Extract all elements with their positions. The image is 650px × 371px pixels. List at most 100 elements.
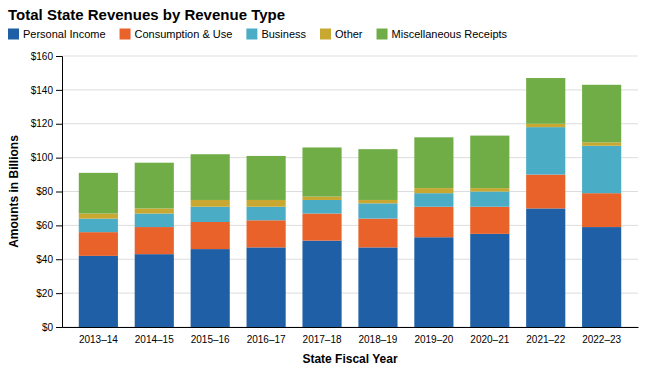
bar xyxy=(302,197,341,200)
tick-label: 2022–23 xyxy=(582,334,621,345)
bar xyxy=(135,254,174,327)
series xyxy=(79,124,621,219)
tick-label: 2018–19 xyxy=(358,334,397,345)
bar xyxy=(191,222,230,249)
tick-label: 2013–14 xyxy=(79,334,118,345)
tick-mark xyxy=(56,124,62,125)
bar xyxy=(414,193,453,207)
tick-label: 2015–16 xyxy=(191,334,230,345)
bar xyxy=(79,219,118,233)
bar xyxy=(302,200,341,214)
legend-label: Personal Income xyxy=(23,28,106,40)
tick-mark xyxy=(56,225,62,226)
bar xyxy=(470,136,509,189)
bar xyxy=(135,227,174,254)
bar xyxy=(247,247,286,327)
bar xyxy=(526,127,565,174)
bar xyxy=(582,193,621,227)
legend-label: Miscellaneous Receipts xyxy=(392,28,508,40)
bar xyxy=(247,156,286,200)
bar xyxy=(358,219,397,248)
grid xyxy=(62,56,638,327)
tick: 2019–20 xyxy=(414,334,453,345)
legend-label: Consumption & Use xyxy=(135,28,233,40)
bar xyxy=(302,214,341,241)
tick-label: 2014–15 xyxy=(135,334,174,345)
legend-item: Miscellaneous Receipts xyxy=(377,28,508,40)
tick-mark xyxy=(56,158,62,159)
legend-label: Other xyxy=(335,28,363,40)
legend-swatch xyxy=(120,29,131,40)
bar xyxy=(582,146,621,193)
x-axis: 2013–14 2014–15 2015–16 2016–17 2017–18 2018–… xyxy=(63,328,639,346)
tick: 2022–23 xyxy=(582,334,621,345)
legend-swatch xyxy=(377,29,388,40)
tick: 2018–19 xyxy=(358,334,397,345)
tick: 2017–18 xyxy=(303,334,342,345)
bar xyxy=(470,234,509,327)
legend-item: Business xyxy=(246,28,306,40)
tick-label: $100 xyxy=(31,152,54,163)
bar xyxy=(247,220,286,247)
bar xyxy=(191,207,230,222)
bar xyxy=(191,249,230,327)
bar xyxy=(191,154,230,200)
bar xyxy=(470,207,509,234)
y-axis-title: Amounts in Billions xyxy=(7,135,21,248)
bar xyxy=(358,203,397,218)
tick: $160 xyxy=(31,51,62,62)
bar xyxy=(135,208,174,213)
legend-item: Consumption & Use xyxy=(120,28,233,40)
tick: $100 xyxy=(31,152,62,163)
legend-item: Personal Income xyxy=(8,28,106,40)
tick: $120 xyxy=(31,118,62,129)
tick-label: $140 xyxy=(31,85,54,96)
tick-mark xyxy=(56,327,62,328)
tick-label: 2020–21 xyxy=(470,334,509,345)
legend-swatch xyxy=(320,29,331,40)
tick-label: $20 xyxy=(36,288,53,299)
bar xyxy=(135,214,174,228)
tick-mark xyxy=(56,259,62,260)
tick: 2013–14 xyxy=(79,334,118,345)
x-axis-title: State Fiscal Year xyxy=(302,352,398,366)
bar xyxy=(135,163,174,209)
bar xyxy=(582,227,621,327)
legend-label: Business xyxy=(261,28,306,40)
tick: 2014–15 xyxy=(135,334,174,345)
tick-mark xyxy=(56,192,62,193)
tick: $80 xyxy=(36,186,62,197)
bar xyxy=(247,207,286,221)
axis-line xyxy=(56,57,63,328)
legend-swatch xyxy=(8,29,19,40)
legend-swatch xyxy=(246,29,257,40)
tick: 2015–16 xyxy=(191,334,230,345)
bar xyxy=(414,188,453,193)
tick: $140 xyxy=(31,85,62,96)
legend-item: Other xyxy=(320,28,363,40)
bar xyxy=(526,208,565,327)
title: Total State Revenues by Revenue Type xyxy=(8,6,285,23)
tick-label: 2021–22 xyxy=(526,334,565,345)
tick-label: $120 xyxy=(31,118,54,129)
tick: $60 xyxy=(36,220,62,231)
tick: 2020–21 xyxy=(470,334,509,345)
bar xyxy=(302,241,341,327)
tick: $20 xyxy=(36,288,62,299)
bar xyxy=(358,149,397,200)
tick-label: 2016–17 xyxy=(247,334,286,345)
tick-label: $0 xyxy=(42,322,54,333)
y-axis: $0$20$40$60$80$100$120$140$160 xyxy=(31,51,63,333)
tick-label: $160 xyxy=(31,51,54,62)
bar xyxy=(247,200,286,207)
tick-label: 2017–18 xyxy=(303,334,342,345)
bar xyxy=(358,200,397,203)
bar xyxy=(79,256,118,327)
bar xyxy=(526,78,565,124)
bar xyxy=(358,247,397,327)
legend: Personal Income Consumption & Use Business… xyxy=(8,28,508,40)
bar xyxy=(526,124,565,127)
series xyxy=(79,208,621,327)
bar xyxy=(191,200,230,207)
bar xyxy=(79,232,118,256)
